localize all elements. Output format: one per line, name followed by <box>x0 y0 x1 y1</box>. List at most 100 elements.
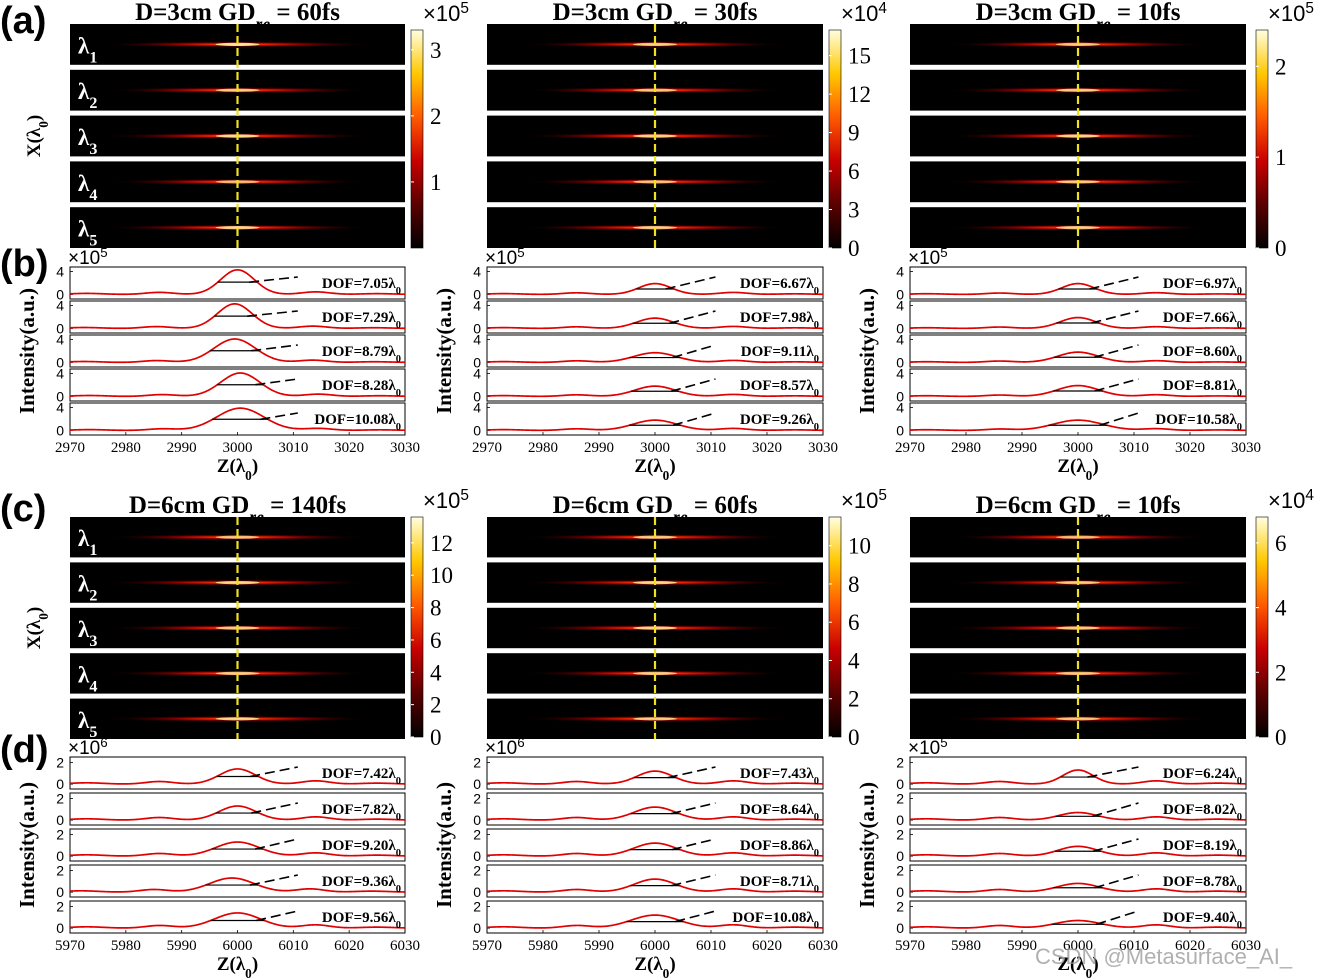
y-tick-label: 0 <box>896 320 904 336</box>
colorbar: ×104 6 4 2 0 <box>1255 487 1314 750</box>
colorbar-tick-label: 6 <box>1275 531 1287 556</box>
y-tick-label: 0 <box>473 422 481 438</box>
y-tick-label: 0 <box>473 812 481 828</box>
intensity-curve <box>486 282 824 296</box>
dof-leader <box>1099 412 1139 427</box>
y-tick-label: 0 <box>473 388 481 404</box>
x-tick-label: 3030 <box>390 440 420 456</box>
colorbar-tick-label: 2 <box>430 693 442 718</box>
dof-leader <box>1094 874 1139 889</box>
dof-leader <box>672 412 716 427</box>
y-tick-label: 2 <box>473 790 481 806</box>
intensity-curve <box>909 316 1247 330</box>
intensity-curve <box>69 877 406 893</box>
plot-row: 2 0 DOF=9.20λ0 <box>56 826 406 864</box>
focal-core <box>1056 226 1100 230</box>
colorbar-tick-label: 1 <box>430 170 442 195</box>
y-tick-label: 2 <box>473 754 481 770</box>
y-tick-label: 4 <box>896 264 904 280</box>
x-axis-label: Z(λ0) <box>634 456 675 483</box>
intensity-curve <box>69 805 406 821</box>
dof-leader <box>670 378 716 393</box>
dof-label: DOF=8.64λ0 <box>740 802 819 823</box>
panel-letter-a: (a) <box>0 0 46 42</box>
x-tick-label: 6020 <box>752 938 782 954</box>
dof-leader <box>260 412 298 421</box>
x-tick-label: 5990 <box>584 938 614 954</box>
y-tick-label: 4 <box>896 332 904 348</box>
dof-leader <box>255 378 298 386</box>
y-tick-label: 0 <box>56 776 64 792</box>
x-tick-label: 3020 <box>334 440 364 456</box>
dof-leader <box>669 310 716 325</box>
focal-core <box>1056 42 1100 47</box>
plot-exponent: ×105 <box>908 735 948 760</box>
colorbar-tick-label: 0 <box>1275 236 1287 261</box>
colorbar-tick-label: 4 <box>848 648 860 673</box>
dof-leader <box>251 344 298 352</box>
x-tick-label: 5980 <box>111 938 141 954</box>
x-tick-label: 3000 <box>1063 440 1093 456</box>
y-tick-label: 0 <box>896 812 904 828</box>
x-axis-label: Z(λ0) <box>634 954 675 978</box>
plot-row: 2 0 DOF=8.71λ0 <box>473 862 824 900</box>
colorbar: ×104 15 12 9 6 3 0 <box>828 0 887 261</box>
plot-row: 2 0 DOF=8.78λ0 <box>896 862 1247 900</box>
intensity-curve <box>909 919 1247 929</box>
dof-leader <box>249 874 298 886</box>
plot-row: 2 0 DOF=8.19λ0 <box>896 826 1247 864</box>
lineplot-b1: ×10540DOF=7.05λ040DOF=7.29λ040DOF=8.79λ0… <box>15 245 420 483</box>
y-tick-label: 0 <box>896 848 904 864</box>
plot-row: 4 0 DOF=7.98λ0 <box>473 298 824 336</box>
lineplot-d1: ×10620DOF=7.42λ020DOF=7.82λ020DOF=9.20λ0… <box>15 735 420 978</box>
y-tick-label: 4 <box>473 400 481 416</box>
x-tick-label: 3000 <box>640 440 670 456</box>
focal-core <box>215 42 260 47</box>
intensity-curve <box>486 806 824 821</box>
focal-core <box>1056 535 1100 539</box>
y-axis-label: Intensity(a.u.) <box>15 782 39 908</box>
wavelength-label: λ3 <box>78 125 97 158</box>
x-tick-label: 6010 <box>696 938 726 954</box>
intensity-curve <box>69 912 406 929</box>
colorbar-tick-label: 8 <box>430 596 442 621</box>
plot-row: 2 0 DOF=10.08λ0 <box>473 898 824 936</box>
wavelength-label: λ5 <box>78 217 97 250</box>
colorbar-tick-label: 12 <box>430 531 453 556</box>
panel-letter-d: (d) <box>0 729 49 771</box>
y-tick-label: 4 <box>473 264 481 280</box>
plot-exponent: ×106 <box>68 735 108 760</box>
plot-row: 2 0 DOF=9.40λ0 <box>896 898 1247 936</box>
colorbar-exponent: ×104 <box>1268 487 1314 514</box>
intensity-curve <box>486 317 824 330</box>
intensity-curve <box>486 842 824 857</box>
dof-leader <box>1091 310 1139 324</box>
x-axis-label: Z(λ0) <box>1057 954 1098 978</box>
x-tick-label: 3010 <box>696 440 726 456</box>
colorbar-tick-label: 6 <box>848 159 860 184</box>
heatmap-ylabel: X(λ0) <box>24 115 51 157</box>
dof-leader <box>1096 910 1139 926</box>
y-tick-label: 0 <box>56 812 64 828</box>
dof-label: DOF=7.82λ0 <box>322 802 401 823</box>
x-tick-label: 2990 <box>1007 440 1037 456</box>
colorbar-tick-label: 9 <box>848 121 860 146</box>
plot-exponent: ×105 <box>68 245 108 270</box>
plot-row: 2 0 DOF=8.02λ0 <box>896 790 1247 828</box>
intensity-curve <box>909 282 1247 296</box>
plot-row: 4 0 DOF=8.81λ0 <box>896 366 1247 404</box>
x-tick-label: 6000 <box>223 938 253 954</box>
y-tick-label: 2 <box>896 790 904 806</box>
y-tick-label: 4 <box>896 400 904 416</box>
plot-row: 4 0 DOF=10.58λ0 <box>896 400 1247 438</box>
intensity-curve <box>69 372 406 398</box>
x-tick-label: 2970 <box>55 440 85 456</box>
dof-leader <box>671 838 716 851</box>
plot-exponent: ×105 <box>485 245 525 270</box>
y-tick-label: 2 <box>896 898 904 914</box>
intensity-curve <box>69 338 406 364</box>
intensity-curve <box>909 384 1247 398</box>
x-tick-label: 2980 <box>528 440 558 456</box>
dof-label: DOF=9.40λ0 <box>1163 910 1242 931</box>
